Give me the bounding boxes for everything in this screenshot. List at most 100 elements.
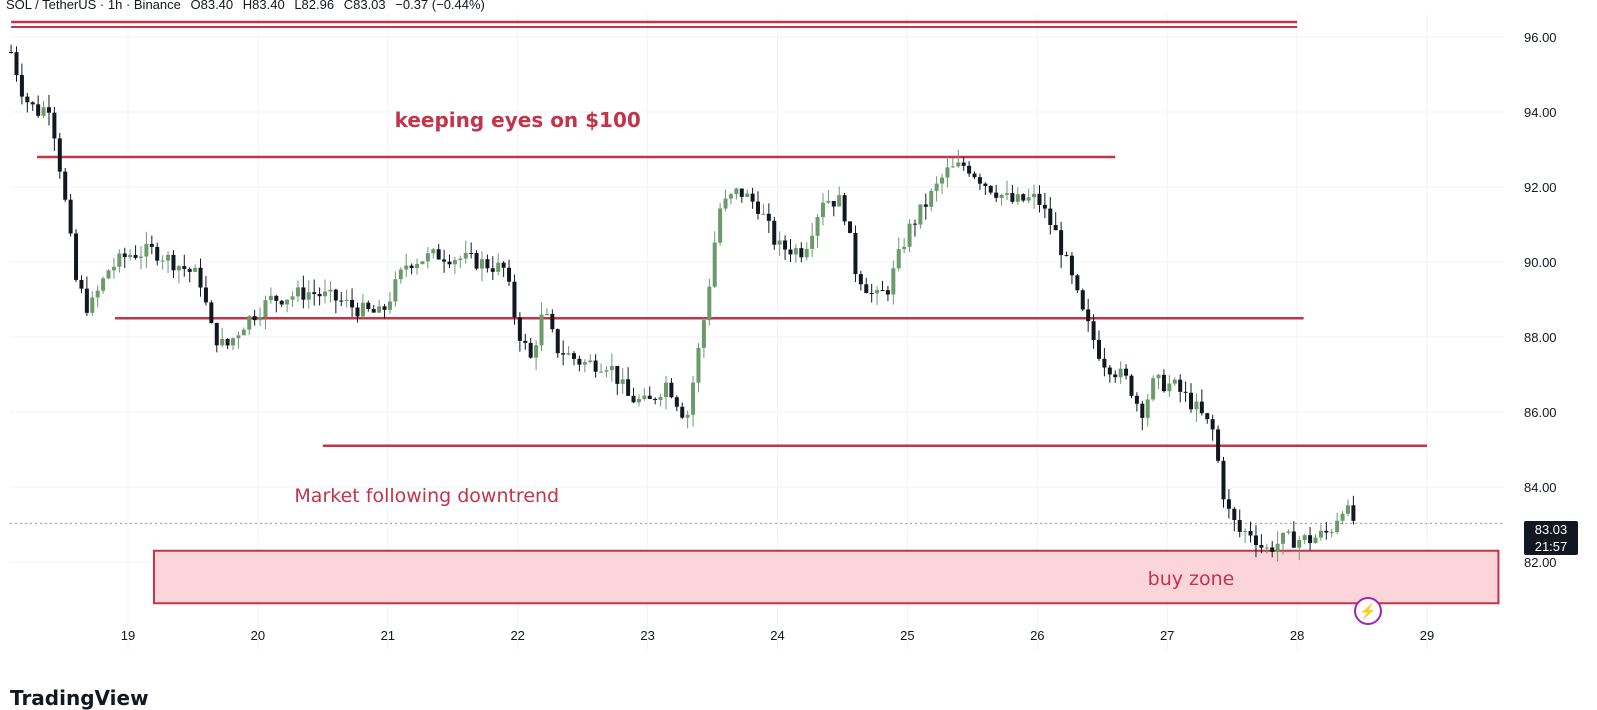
candle-body [1086, 309, 1091, 322]
candle-body [225, 338, 230, 346]
candle-body [30, 102, 35, 105]
candle-body [1075, 275, 1080, 291]
candle-body [149, 243, 154, 247]
candle-body [1161, 374, 1166, 392]
price-axis-tick: 92.00 [1524, 180, 1557, 195]
candle-body [664, 382, 669, 397]
candle-body [1243, 530, 1248, 532]
candle-body [1156, 374, 1161, 379]
candle-body [929, 190, 934, 207]
price-axis-tick: 90.00 [1524, 255, 1557, 270]
candle-body [1286, 531, 1291, 533]
candle-body [447, 261, 452, 265]
candle-body [739, 188, 744, 197]
close-value: C83.03 [343, 0, 386, 12]
candle-body [1042, 204, 1047, 209]
symbol-label[interactable]: SOL / TetherUS · 1h · Binance [6, 0, 181, 12]
candle-body [458, 258, 463, 261]
candle-body [528, 342, 533, 358]
candle-body [588, 360, 593, 363]
candle-body [891, 268, 896, 295]
candle-body [176, 266, 181, 271]
candle-body [815, 217, 820, 236]
time-axis-tick: 20 [251, 628, 265, 643]
candle-body [669, 382, 674, 398]
candle-body [555, 329, 560, 354]
candle-body [723, 198, 728, 209]
candle-body [707, 286, 712, 321]
annotation-eyes-on-100: keeping eyes on $100 [395, 108, 641, 132]
candle-body [306, 292, 311, 300]
candle-body [301, 287, 306, 300]
candle-body [214, 322, 219, 346]
candle-body [923, 204, 928, 207]
candle-body [1129, 375, 1134, 396]
candle-body [1199, 401, 1204, 414]
candle-body [420, 261, 425, 264]
candle-body [366, 302, 371, 310]
candle-body [14, 52, 19, 76]
candle-body [1107, 367, 1112, 375]
candle-body [485, 259, 490, 269]
candle-body [885, 290, 890, 295]
candle-body [339, 300, 344, 302]
candle-body [203, 287, 208, 303]
time-axis-tick: 29 [1420, 628, 1434, 643]
candle-body [1205, 413, 1210, 420]
candle-body [582, 362, 587, 365]
candle-body [171, 254, 176, 271]
candle-body [869, 293, 874, 295]
candle-body [994, 192, 999, 198]
candle-body [1053, 224, 1058, 231]
candle-body [907, 223, 912, 247]
candle-body [701, 320, 706, 348]
candle-body [999, 194, 1004, 198]
last-price-badge: 83.03 21:57 [1524, 521, 1578, 555]
candle-body [382, 306, 387, 310]
buy-zone-rect[interactable] [152, 549, 1500, 605]
candle-body [1232, 508, 1237, 521]
candle-body [1189, 392, 1194, 410]
candle-body [415, 263, 420, 269]
candle-body [918, 204, 923, 225]
candle-body [241, 329, 246, 336]
candle-body [864, 284, 869, 294]
candle-body [463, 252, 468, 259]
candle-body [940, 177, 945, 184]
bar-countdown: 21:57 [1534, 539, 1568, 554]
candle-body [1069, 255, 1074, 276]
candle-body [41, 107, 46, 116]
candle-body [653, 398, 658, 401]
candle-body [1113, 374, 1118, 378]
candle-body [425, 253, 430, 262]
candle-body [111, 266, 116, 271]
candle-body [328, 289, 333, 292]
candle-body [1221, 460, 1226, 500]
candle-body [961, 162, 966, 166]
candle-body [1226, 499, 1231, 509]
candle-body [826, 201, 831, 203]
candle-body [718, 208, 723, 243]
candle-body [842, 195, 847, 222]
candle-body [1313, 537, 1318, 544]
price-axis-tick: 88.00 [1524, 330, 1557, 345]
candle-body [561, 353, 566, 355]
candle-body [680, 406, 685, 418]
candle-body [766, 213, 771, 221]
time-axis-tick: 25 [900, 628, 914, 643]
candle-body [344, 299, 349, 301]
candle-body [799, 248, 804, 258]
candle-body [550, 313, 555, 330]
buy-zone-label: buy zone [1148, 568, 1235, 590]
candle-body [988, 185, 993, 193]
candle-body [263, 300, 268, 318]
candle-body [820, 202, 825, 218]
lightning-icon[interactable]: ⚡ [1354, 597, 1382, 625]
candle-body [691, 382, 696, 415]
candle-body [122, 253, 127, 258]
candle-body [1010, 193, 1015, 202]
candle-body [1318, 530, 1323, 538]
tradingview-logo: TradingView [10, 686, 149, 710]
change-value: −0.37 (−0.44%) [395, 0, 485, 12]
